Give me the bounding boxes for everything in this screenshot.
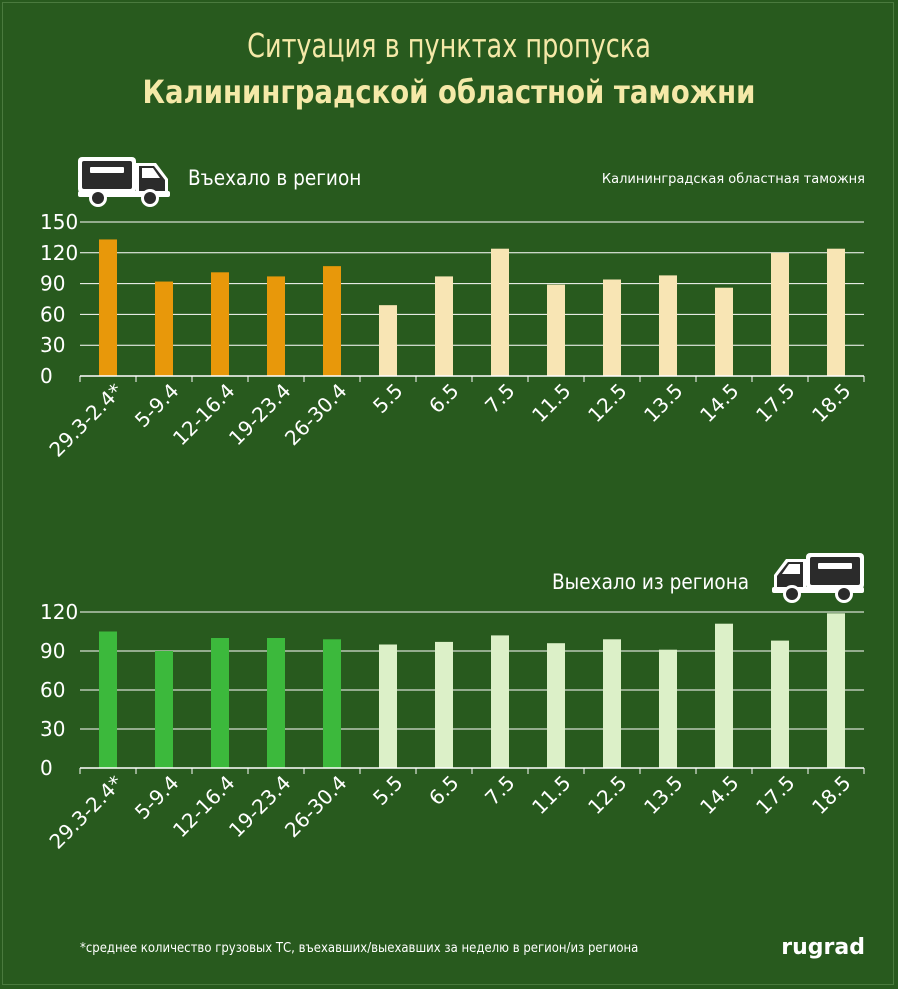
- bar: [99, 631, 117, 768]
- x-tick-label: 5.5: [368, 771, 407, 810]
- y-tick-label: 30: [40, 717, 65, 741]
- brand-logo: rugrad: [781, 935, 865, 960]
- bar: [715, 623, 733, 768]
- x-tick-label: 29.3-2.4*: [44, 771, 127, 854]
- x-tick-label: 5-9.4: [130, 379, 184, 433]
- truck-icon: [772, 553, 864, 603]
- y-tick-label: 90: [40, 639, 65, 663]
- bar: [99, 239, 117, 376]
- x-tick-label: 13.5: [639, 379, 687, 427]
- x-tick-label: 12.5: [583, 771, 631, 819]
- x-tick-label: 26-30.4: [280, 771, 352, 843]
- bar: [659, 275, 677, 376]
- bar: [771, 252, 789, 376]
- chart-2-title: Выехало из региона: [552, 570, 750, 594]
- bar: [211, 638, 229, 768]
- x-tick-label: 18.5: [807, 771, 855, 819]
- bar: [435, 276, 453, 376]
- x-tick-label: 19-23.4: [224, 771, 296, 843]
- y-tick-label: 120: [40, 600, 78, 624]
- y-tick-label: 0: [40, 756, 53, 780]
- chart-exited-region: 0 30 60 90 120 29.3-2.4* 5-9.412-16.419-23.426…: [40, 600, 865, 854]
- x-tick-label: 7.5: [480, 771, 519, 810]
- bar: [603, 639, 621, 768]
- y-tick-label: 120: [40, 241, 78, 265]
- bar: [771, 640, 789, 768]
- title-line-1: Ситуация в пунктах пропуска: [247, 26, 651, 65]
- bar: [323, 639, 341, 768]
- x-tick-label: 18.5: [807, 379, 855, 427]
- bar: [491, 248, 509, 376]
- bar: [323, 266, 341, 376]
- bar: [155, 651, 173, 768]
- bar: [659, 649, 677, 768]
- bar: [435, 641, 453, 768]
- bar: [827, 248, 845, 376]
- x-tick-label: 11.5: [527, 771, 575, 819]
- x-tick-label: 5-9.4: [130, 771, 184, 825]
- title-line-2: Калининградской областной таможни: [142, 73, 756, 111]
- bar: [827, 613, 845, 768]
- x-tick-label: 14.5: [695, 379, 743, 427]
- x-tick-label: 12-16.4: [168, 771, 240, 843]
- x-tick-label: 7.5: [480, 379, 519, 418]
- y-tick-label: 150: [40, 210, 78, 234]
- bar: [547, 284, 565, 376]
- source-label: Калининградская областная таможня: [601, 172, 865, 187]
- y-tick-label: 60: [40, 678, 65, 702]
- y-tick-label: 60: [40, 302, 65, 326]
- x-tick-label: 5.5: [368, 379, 407, 418]
- x-tick-label: 12-16.4: [168, 379, 240, 451]
- x-tick-label: 26-30.4: [280, 379, 352, 451]
- chart-entered-region: 0 30 60 90 120 150 29.3-2.4* 5-9.412-16.419-23.…: [40, 210, 865, 462]
- bar: [491, 635, 509, 768]
- bar: [715, 287, 733, 376]
- bar: [155, 281, 173, 376]
- x-tick-label: 14.5: [695, 771, 743, 819]
- bar: [267, 276, 285, 376]
- y-tick-label: 90: [40, 272, 65, 296]
- x-tick-label: 6.5: [424, 771, 463, 810]
- bar: [603, 279, 621, 376]
- x-tick-label: 13.5: [639, 771, 687, 819]
- footnote: *среднее количество грузовых ТС, въехавш…: [80, 941, 639, 956]
- x-tick-label: 12.5: [583, 379, 631, 427]
- chart-1-title: Въехало в регион: [188, 166, 362, 190]
- y-tick-label: 30: [40, 333, 65, 357]
- truck-icon: [78, 157, 170, 207]
- x-tick-label: 11.5: [527, 379, 575, 427]
- bar: [211, 272, 229, 376]
- bar: [267, 638, 285, 768]
- bar: [379, 305, 397, 376]
- x-tick-label: 17.5: [751, 771, 799, 819]
- x-tick-label: 17.5: [751, 379, 799, 427]
- x-tick-label: 19-23.4: [224, 379, 296, 451]
- bar: [379, 644, 397, 768]
- x-tick-label: 29.3-2.4*: [44, 379, 127, 462]
- y-tick-label: 0: [40, 364, 53, 388]
- bar: [547, 643, 565, 768]
- x-tick-label: 6.5: [424, 379, 463, 418]
